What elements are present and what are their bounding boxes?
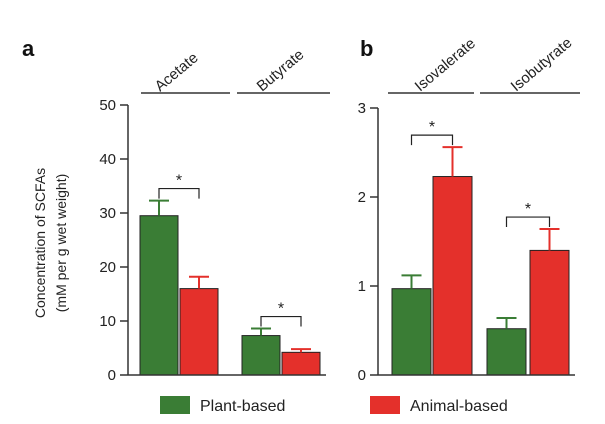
legend-label-plant: Plant-based bbox=[200, 398, 285, 415]
y-tick-label-b: 3 bbox=[358, 100, 366, 117]
bar-isovalerate-animal bbox=[432, 176, 473, 376]
y-tick-label-a: 40 bbox=[99, 151, 116, 168]
bar-butyrate-plant bbox=[241, 335, 281, 376]
y-tick-label-a: 50 bbox=[99, 97, 116, 114]
bar-butyrate-animal bbox=[281, 351, 321, 376]
significance-star-acetate: * bbox=[176, 173, 182, 190]
bar-isobutyrate-animal bbox=[529, 249, 570, 376]
y-tick-label-a: 10 bbox=[99, 313, 116, 330]
panel-letter-a: a bbox=[22, 36, 35, 61]
y-tick-label-a: 20 bbox=[99, 259, 116, 276]
y-tick-label-a: 30 bbox=[99, 205, 116, 222]
category-label-isobutyrate: Isobutyrate bbox=[508, 34, 576, 95]
bar-acetate-plant bbox=[139, 215, 179, 376]
bar-acetate-animal bbox=[179, 288, 219, 376]
significance-bracket-isovalerate bbox=[410, 134, 454, 146]
significance-star-butyrate: * bbox=[278, 301, 284, 318]
y-tick-label-b: 1 bbox=[358, 278, 366, 295]
category-label-acetate: Acetate bbox=[152, 49, 202, 95]
panel-letter-b: b bbox=[360, 36, 373, 61]
legend-swatch-animal bbox=[370, 396, 400, 414]
legend-label-animal: Animal-based bbox=[410, 398, 508, 415]
significance-bracket-butyrate bbox=[260, 315, 302, 327]
category-label-isovalerate: Isovalerate bbox=[412, 35, 479, 95]
y-axis-title-line1: Concentration of SCFAs bbox=[32, 168, 48, 318]
y-tick-label-b: 0 bbox=[358, 367, 366, 384]
significance-star-isovalerate: * bbox=[429, 119, 435, 136]
category-label-butyrate: Butyrate bbox=[254, 46, 308, 95]
significance-bracket-acetate bbox=[158, 187, 200, 199]
bar-isobutyrate-plant bbox=[486, 328, 527, 376]
significance-bracket-isobutyrate bbox=[505, 216, 551, 228]
legend-swatch-plant bbox=[160, 396, 190, 414]
y-tick-label-a: 0 bbox=[108, 367, 116, 384]
y-axis-title-line2: (mM per g wet weight) bbox=[53, 174, 69, 312]
bar-isovalerate-plant bbox=[391, 288, 432, 376]
y-tick-label-b: 2 bbox=[358, 189, 366, 206]
significance-star-isobutyrate: * bbox=[525, 201, 531, 218]
